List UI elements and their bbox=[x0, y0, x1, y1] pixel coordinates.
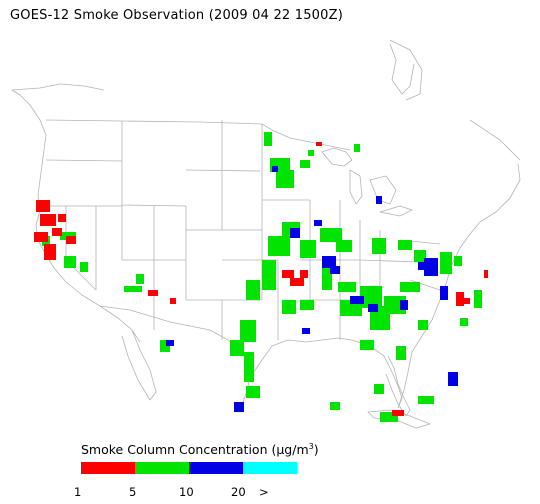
great-lakes bbox=[321, 147, 413, 217]
legend-tick-10: 10 bbox=[179, 485, 194, 499]
hudson-bay-coast bbox=[389, 43, 415, 95]
legend-swatch-1-5 bbox=[81, 462, 135, 474]
legend-title-prefix: Smoke Column Concentration ( bbox=[81, 442, 277, 458]
baja-california bbox=[121, 329, 157, 401]
smoke-red-regions bbox=[34, 142, 488, 416]
map-title: GOES-12 Smoke Observation (2009 04 22 15… bbox=[10, 8, 343, 23]
legend-tick-20: 20 bbox=[231, 485, 246, 499]
florida bbox=[385, 355, 411, 417]
legend-tick-greater: > bbox=[259, 485, 269, 499]
legend-title: Smoke Column Concentration (µg/m3) bbox=[81, 442, 319, 457]
smoke-blue-regions bbox=[166, 166, 458, 412]
legend-unit-exponent: 3 bbox=[308, 442, 314, 451]
legend-unit: µg/m bbox=[276, 442, 309, 458]
legend-color-bar bbox=[81, 462, 297, 474]
legend-swatch-10-20 bbox=[189, 462, 243, 474]
gulf-coast-outline bbox=[249, 337, 403, 409]
legend-swatch-over-20 bbox=[243, 462, 297, 474]
west-coast-outline bbox=[11, 89, 141, 343]
base-map-outlines bbox=[11, 39, 521, 429]
canada-coast bbox=[11, 39, 521, 161]
legend-title-suffix: ) bbox=[313, 442, 319, 458]
northern-border bbox=[45, 119, 351, 151]
legend-tick-5: 5 bbox=[129, 485, 137, 499]
legend-swatch-5-10 bbox=[135, 462, 189, 474]
legend-tick-1: 1 bbox=[74, 485, 82, 499]
